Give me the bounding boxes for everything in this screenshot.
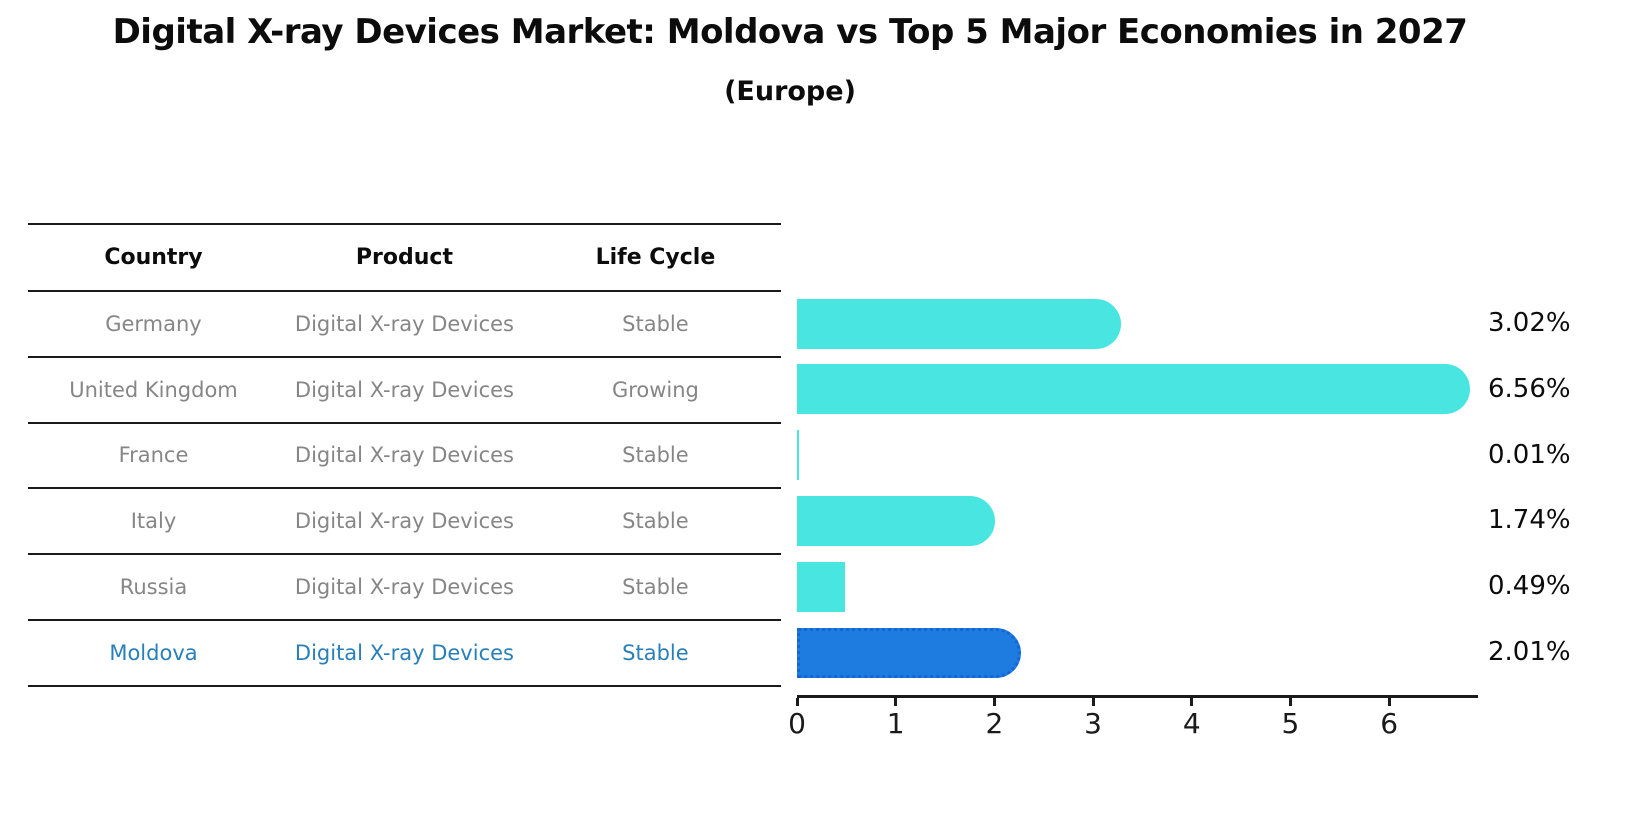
x-axis-tick-label: 2 xyxy=(985,707,1004,740)
country-table: Country Product Life Cycle Germany Digital … xyxy=(28,223,781,687)
table-cell-product: Digital X-ray Devices xyxy=(294,377,514,402)
table-cell-product: Digital X-ray Devices xyxy=(294,509,514,534)
bar-united-kingdom xyxy=(797,364,1471,415)
x-axis-tick xyxy=(795,698,799,706)
table-cell-life-cycle: Stable xyxy=(622,311,689,336)
table-header-cell: Country xyxy=(104,245,203,270)
bar-germany xyxy=(797,298,1122,349)
x-axis-tick xyxy=(894,698,898,706)
table-cell-life-cycle: Stable xyxy=(622,640,689,665)
x-axis-line xyxy=(797,695,1478,698)
bar-value-label: 1.74% xyxy=(1488,505,1571,536)
table-body: Germany Digital X-ray Devices Stable United… xyxy=(28,292,781,687)
table-header-row: Country Product Life Cycle xyxy=(28,225,781,292)
x-axis-tick-label: 1 xyxy=(886,707,905,740)
chart-title: Digital X-ray Devices Market: Moldova vs… xyxy=(112,12,1468,52)
table-row: Russia Digital X-ray Devices Stable xyxy=(28,555,781,621)
table-cell-life-cycle: Stable xyxy=(622,509,689,534)
table-row: Germany Digital X-ray Devices Stable xyxy=(28,292,781,358)
x-axis-tick xyxy=(1288,698,1292,706)
table-cell-country: Moldova xyxy=(109,640,198,665)
x-axis-tick-label: 0 xyxy=(788,707,806,740)
x-axis-tick-label: 6 xyxy=(1380,707,1399,740)
table-row: United Kingdom Digital X-ray Devices Growi… xyxy=(28,358,781,424)
bar-italy xyxy=(797,495,995,546)
table-cell-life-cycle: Growing xyxy=(611,377,699,402)
table-cell-country: Italy xyxy=(130,509,177,534)
x-axis-tick xyxy=(992,698,996,706)
table-cell-country: France xyxy=(118,443,189,468)
table-cell-country: Russia xyxy=(119,575,188,600)
bar-russia xyxy=(797,561,846,612)
table-cell-life-cycle: Stable xyxy=(622,443,689,468)
table-cell-life-cycle: Stable xyxy=(622,575,689,600)
table-cell-product: Digital X-ray Devices xyxy=(294,311,514,336)
table-cell-product: Digital X-ray Devices xyxy=(294,575,514,600)
chart-subtitle: (Europe) xyxy=(724,76,856,107)
table-cell-country: Germany xyxy=(105,311,202,336)
bar-plot-area xyxy=(797,290,1497,686)
table-header-cell: Product xyxy=(355,245,453,270)
table-row: Moldova Digital X-ray Devices Stable xyxy=(28,621,781,687)
bar-value-label: 0.01% xyxy=(1488,439,1571,470)
bar-value-label: 6.56% xyxy=(1488,373,1571,404)
x-axis-tick-label: 5 xyxy=(1281,707,1300,740)
x-axis-tick-label: 4 xyxy=(1182,707,1201,740)
x-axis-tick xyxy=(1091,698,1095,706)
x-axis-tick xyxy=(1190,698,1194,706)
x-axis-tick xyxy=(1387,698,1391,706)
bar-france xyxy=(797,430,799,481)
x-axis-tick-label: 3 xyxy=(1084,707,1102,740)
bar-value-label: 0.49% xyxy=(1488,571,1571,602)
bar-moldova xyxy=(797,627,1022,678)
table-cell-product: Digital X-ray Devices xyxy=(294,443,514,468)
table-header-cell: Life Cycle xyxy=(595,245,716,270)
bar-value-label: 2.01% xyxy=(1488,637,1571,667)
table-cell-product: Digital X-ray Devices xyxy=(294,640,514,665)
table-row: Italy Digital X-ray Devices Stable xyxy=(28,489,781,556)
table-cell-country: United Kingdom xyxy=(69,377,238,402)
bar-value-label: 3.02% xyxy=(1488,308,1571,338)
table-row: France Digital X-ray Devices Stable xyxy=(28,424,781,490)
